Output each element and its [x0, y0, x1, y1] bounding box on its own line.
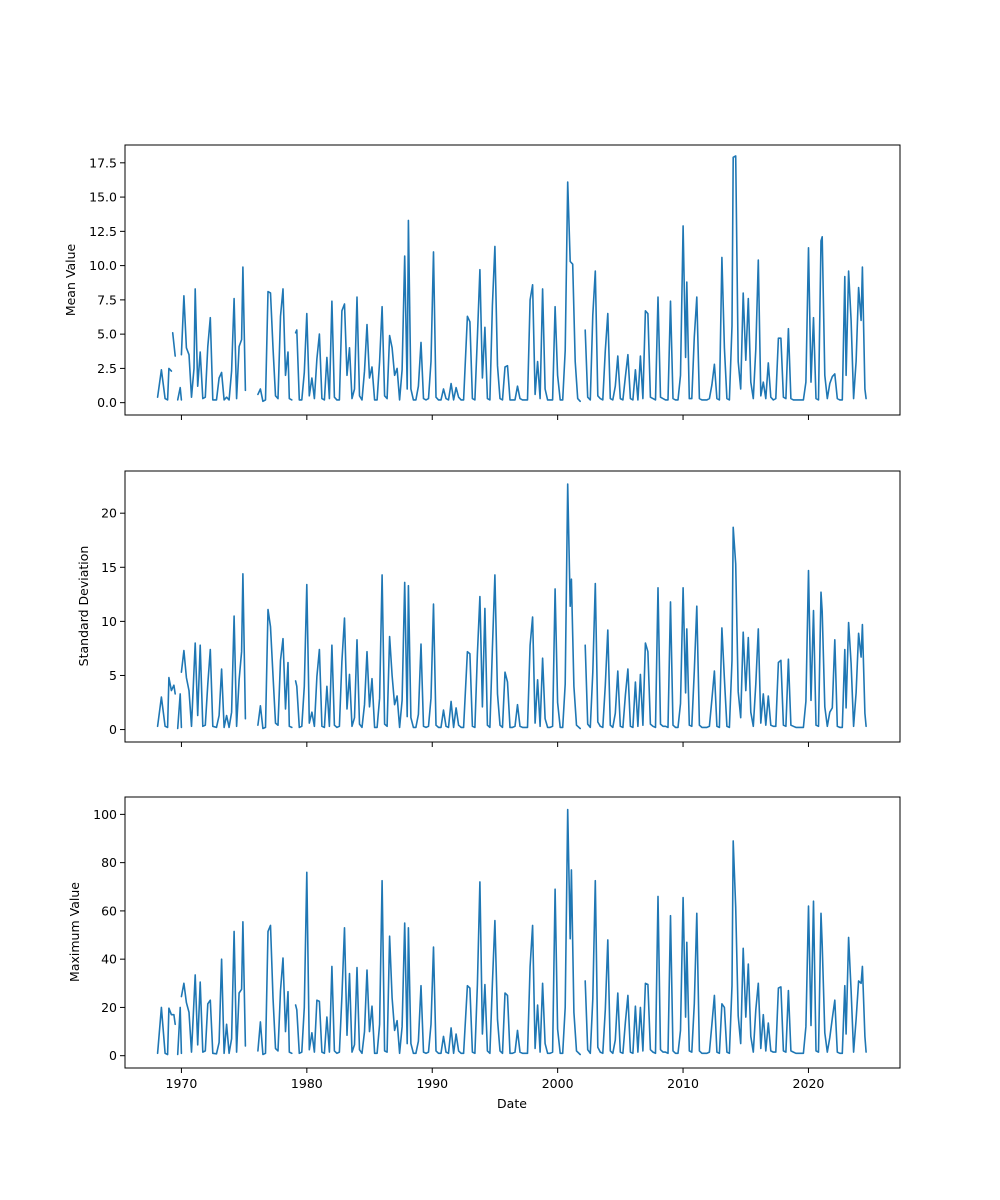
max-xtick-label-3: 2000: [542, 1076, 574, 1091]
subplot-std: 0 5 10 15 20 Standard Deviation: [76, 470, 901, 747]
std-axes-frame: [124, 470, 901, 743]
max-series-group: [156, 808, 867, 1056]
max-xtick-label-2: 1990: [416, 1076, 448, 1091]
std-yticks: 0 5 10 15 20: [101, 506, 125, 737]
std-series-segment-2: [180, 573, 247, 729]
mean-ytick-label-4: 10.0: [89, 258, 117, 273]
max-axes-frame: [124, 796, 901, 1069]
std-xticks: [180, 742, 809, 747]
subplot-mean: 0.0 2.5 5.0 7.5 10.0 12.5 15.0 17.5 Mean Value: [63, 144, 901, 420]
max-xtick-label-4: 2010: [667, 1076, 699, 1091]
mean-series-group: [156, 155, 867, 403]
max-series-segment-1: [176, 1006, 183, 1056]
max-series-segment-4: [294, 808, 581, 1056]
mean-series-segment-0: [156, 367, 173, 401]
std-ytick-label-0: 0: [109, 722, 117, 737]
mean-series-segment-3: [180, 266, 247, 401]
mean-ytick-label-1: 2.5: [97, 361, 117, 376]
std-series-segment-1: [176, 693, 183, 730]
max-xtick-label-5: 2020: [793, 1076, 825, 1091]
std-series-segment-0: [156, 676, 176, 729]
max-xticks: 1970 1980 1990 2000 2010 2020: [166, 1068, 825, 1091]
max-series-segment-5: [584, 840, 867, 1055]
mean-ytick-label-7: 17.5: [89, 155, 117, 170]
max-xlabel: Date: [497, 1096, 527, 1111]
max-series-segment-2: [180, 921, 247, 1055]
mean-xticks: [180, 415, 809, 420]
mean-ytick-label-3: 7.5: [97, 292, 117, 307]
mean-series-segment-4: [257, 288, 293, 403]
std-ytick-label-4: 20: [101, 506, 117, 521]
max-series-segment-3: [257, 924, 293, 1056]
mean-ytick-label-2: 5.0: [97, 327, 117, 342]
mean-series-segment-6: [584, 155, 867, 401]
max-ytick-label-5: 100: [93, 807, 117, 822]
std-series-group: [156, 483, 867, 730]
std-series-segment-5: [584, 526, 867, 729]
max-ytick-label-4: 80: [101, 855, 117, 870]
std-series-segment-3: [257, 608, 293, 730]
std-ytick-label-3: 15: [101, 560, 117, 575]
subplot-max: 0 20 40 60 80 100 1970 1980 1990 2000 2010 2020 Ma…: [67, 796, 901, 1111]
max-ytick-label-3: 60: [101, 903, 117, 918]
mean-ylabel: Mean Value: [63, 244, 78, 317]
mean-series-segment-5: [294, 181, 581, 403]
std-ytick-label-2: 10: [101, 614, 117, 629]
std-series-segment-4: [294, 483, 581, 730]
max-ytick-label-2: 40: [101, 952, 117, 967]
max-ylabel: Maximum Value: [67, 882, 82, 982]
mean-series-segment-2: [176, 386, 183, 401]
max-yticks: 0 20 40 60 80 100: [93, 807, 125, 1063]
mean-ytick-label-5: 12.5: [89, 224, 117, 239]
std-ytick-label-1: 5: [109, 668, 117, 683]
mean-ytick-label-6: 15.0: [89, 190, 117, 205]
max-ytick-label-1: 20: [101, 1000, 117, 1015]
mean-series-segment-1: [171, 332, 176, 357]
std-ylabel: Standard Deviation: [76, 546, 91, 667]
max-series-segment-0: [156, 1006, 176, 1056]
max-xtick-label-0: 1970: [166, 1076, 198, 1091]
mean-axes-frame: [124, 144, 901, 416]
mean-ytick-label-0: 0.0: [97, 395, 117, 410]
max-ytick-label-0: 0: [109, 1048, 117, 1063]
max-xtick-label-1: 1980: [291, 1076, 323, 1091]
mean-yticks: 0.0 2.5 5.0 7.5 10.0 12.5 15.0 17.5: [89, 155, 125, 410]
